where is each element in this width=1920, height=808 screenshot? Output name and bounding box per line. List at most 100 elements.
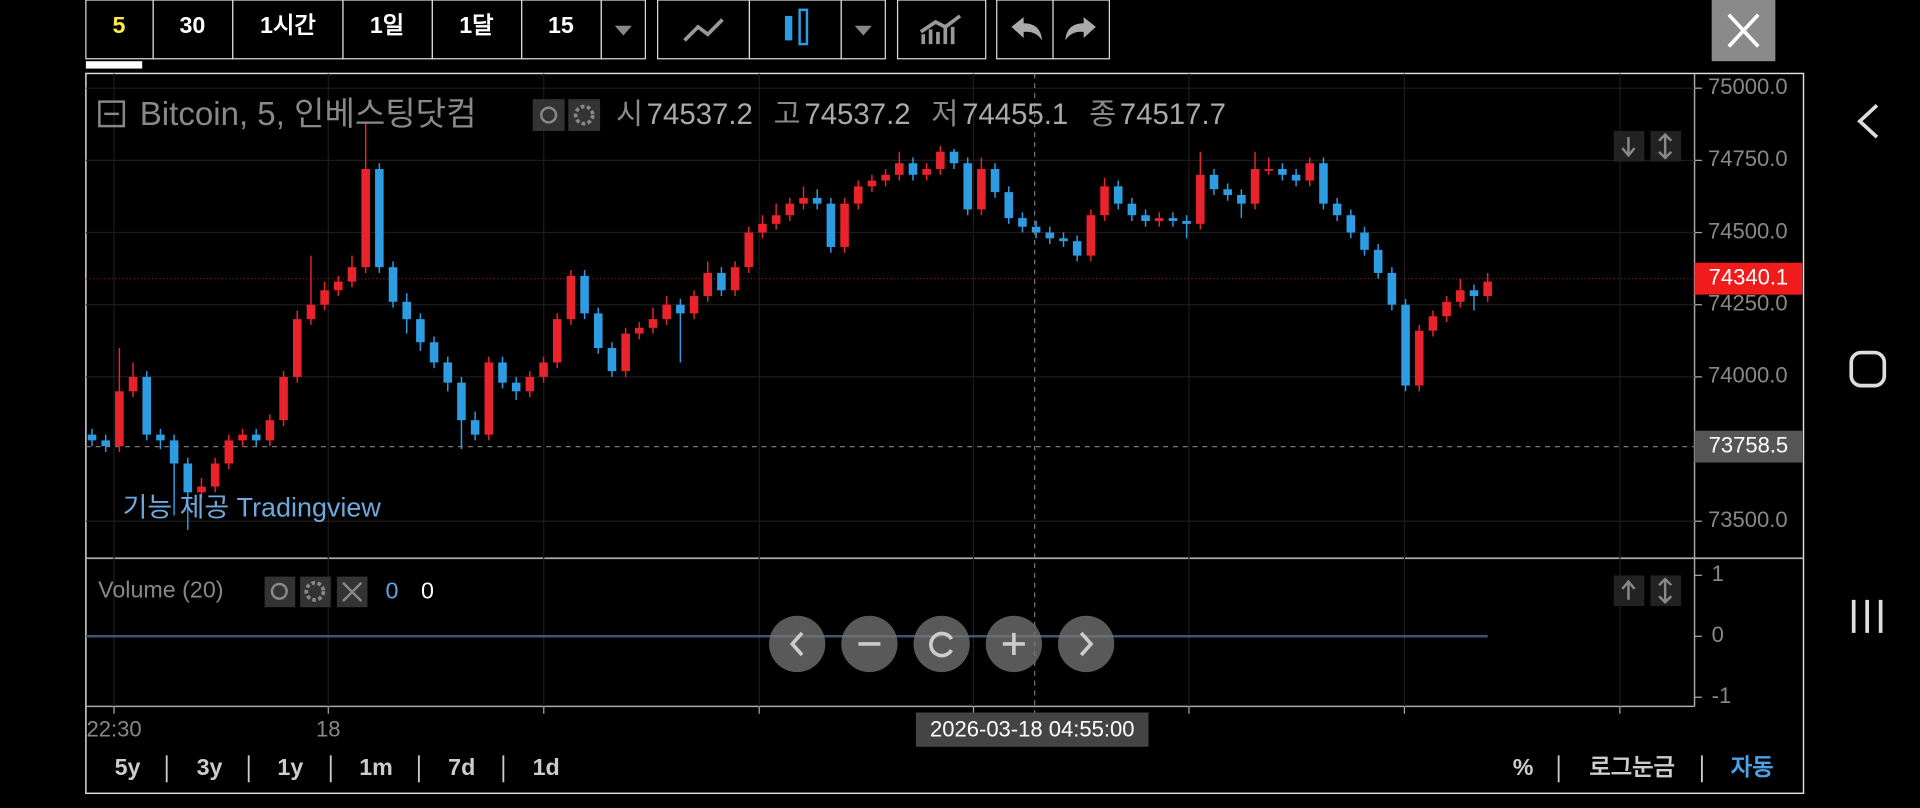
candle-body [484,362,494,435]
nav-recents[interactable] [1851,599,1883,633]
icon [789,631,804,657]
candle-body [1428,316,1438,331]
settings-icon[interactable] [568,99,601,131]
candle-body [867,180,877,187]
eye-icon[interactable] [264,576,296,608]
candle-body [1209,174,1219,190]
scale-icon [1658,132,1673,160]
range-button[interactable]: 1y [277,754,303,780]
candle-body [443,362,453,383]
undo-button[interactable] [996,0,1054,60]
nav-home[interactable] [1849,350,1887,388]
candle-body [388,267,398,302]
credit: 기능 제공 Tradingview [123,492,382,522]
y-tick-label: 75000.0 [1708,74,1788,99]
range-button[interactable]: 1d [533,754,560,780]
eye-icon[interactable] [532,99,565,131]
collapse-icon[interactable] [98,100,126,128]
candle-body [1469,290,1479,297]
candle-body [511,382,521,392]
y-tick-label: 74000.0 [1708,363,1788,388]
candle-body [936,151,945,170]
settings-icon [304,580,326,602]
candle-body [826,203,836,247]
legend-label: 고 [774,98,801,131]
candle-body [1373,249,1383,273]
range-button[interactable]: 3y [197,754,223,780]
legend-label: 시 [616,98,643,131]
candle-body [552,319,562,363]
eye-icon [270,582,288,600]
candle-body [676,304,685,314]
scroll-right-button[interactable] [1057,615,1115,673]
candle-body [402,301,411,320]
interval-button[interactable] [342,0,433,60]
scroll-left-button[interactable] [769,615,826,673]
interval-label: 15 [548,12,574,38]
interval-button[interactable] [232,0,344,60]
reset-button[interactable] [913,615,970,673]
scale-option[interactable]: 자동 [1731,754,1774,780]
chart-frame [85,72,1805,795]
candle-body [115,391,124,447]
candle-body [320,290,329,305]
indicator-button[interactable] [896,0,987,60]
candle-body [183,463,193,493]
interval-label: 1달 [459,12,493,38]
candle-body [1045,232,1055,239]
candle-body [265,420,275,441]
candle-body [566,275,576,320]
candle-body [197,486,206,493]
candle-body [169,440,179,464]
range-button[interactable]: 1m [359,754,393,780]
interval-button[interactable] [431,0,523,60]
candle-body [525,376,535,392]
ohlc-legend: 시 74537.2 고 74537.2 저 74455.1 종 74517.7 [616,98,1226,131]
candle-body [1455,290,1465,302]
x-tick-label: 22:30 [87,717,142,742]
candle-body [621,333,630,372]
candle-button[interactable] [748,0,842,60]
candle-body [853,186,863,204]
candle-body [1031,226,1041,233]
candle-body [292,319,302,377]
candle-body [758,223,767,233]
legend-label: 종 [1089,98,1116,131]
range-button[interactable]: 5y [115,754,141,780]
dropdown-button[interactable] [840,0,886,60]
interval-button[interactable] [521,0,602,60]
last-price-label: 74340.1 [1709,265,1789,290]
candle-body [457,382,466,421]
scale-option[interactable]: % [1513,754,1534,780]
legend-value: 74517.7 [1120,98,1226,131]
candle-body [908,163,918,175]
close-icon [1727,13,1760,48]
nav-back[interactable] [1857,103,1879,139]
indicator-icon [919,14,962,45]
crosshair-price-label: 73758.5 [1709,432,1789,457]
interval-button[interactable] [85,0,154,60]
interval-button[interactable] [152,0,234,60]
candle-body [1237,194,1246,204]
candle-body [1401,304,1410,386]
dropdown-icon [854,25,872,36]
candle-body [128,376,138,392]
y-tick-label: 74750.0 [1708,146,1788,171]
interval-label: 30 [179,12,205,38]
candle-body [498,362,507,383]
candle-body [1360,232,1369,250]
scale-option[interactable]: 로그눈금 [1589,754,1675,780]
candle-body [799,197,808,204]
scale-icon [1621,579,1636,600]
grid: 75000.0 74750.0 74500.0 74250.0 74000.0 73500… [85,74,1788,532]
range-button[interactable]: 7d [448,754,475,780]
candle-body [922,169,931,175]
redo-icon [1065,17,1096,41]
candle-body [416,319,425,343]
candle-body [812,197,822,204]
candle-body [375,169,384,268]
crosshair-time: 2026-03-18 04:55:00 [930,717,1134,742]
separator [165,755,1703,783]
candle-body [1154,218,1164,221]
